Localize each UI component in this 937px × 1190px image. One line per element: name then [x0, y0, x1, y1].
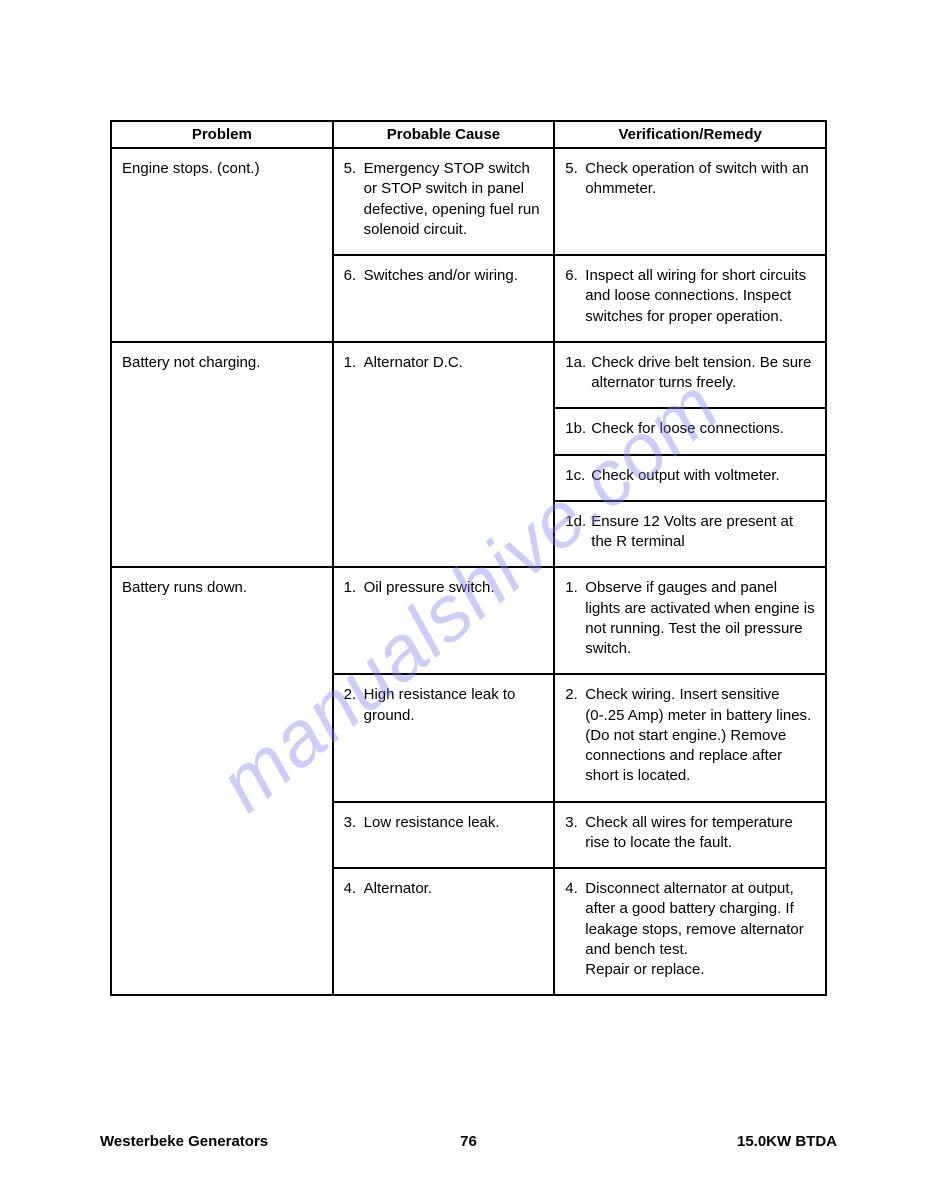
- remedy-cell: 1d. Ensure 12 Volts are present at the R…: [554, 501, 826, 568]
- cause-text: Alternator.: [364, 879, 544, 899]
- cause-num: 1.: [344, 353, 364, 373]
- remedy-cell: 3. Check all wires for temperature rise …: [554, 802, 826, 869]
- remedy-text: Inspect all wiring for short circuits an…: [585, 266, 815, 327]
- remedy-text: Check operation of switch with an ohmmet…: [585, 159, 815, 200]
- problem-cell: Battery runs down.: [111, 567, 333, 995]
- cause-num: 6.: [344, 266, 364, 286]
- cause-cell: 4. Alternator.: [333, 868, 555, 995]
- footer-page-number: 76: [100, 1133, 837, 1150]
- remedy-cell: 1. Observe if gauges and panel lights ar…: [554, 567, 826, 674]
- remedy-num: 2.: [565, 685, 585, 786]
- remedy-num: 1.: [565, 578, 585, 659]
- cause-num: 4.: [344, 879, 364, 899]
- table-row: Engine stops. (cont.) 5. Emergency STOP …: [111, 148, 826, 255]
- cause-text: Low resistance leak.: [364, 813, 544, 833]
- cause-text: Oil pressure switch.: [364, 578, 544, 598]
- cause-text: Switches and/or wiring.: [364, 266, 544, 286]
- cause-text: Alternator D.C.: [364, 353, 544, 373]
- remedy-num: 1b.: [565, 419, 591, 439]
- remedy-cell: 6. Inspect all wiring for short circuits…: [554, 255, 826, 342]
- cause-cell: 6. Switches and/or wiring.: [333, 255, 555, 342]
- remedy-text: Check for loose connections.: [591, 419, 815, 439]
- remedy-text: Observe if gauges and panel lights are a…: [585, 578, 815, 659]
- remedy-text: Check output with voltmeter.: [591, 466, 815, 486]
- remedy-text: Check drive belt tension. Be sure altern…: [591, 353, 815, 394]
- cause-cell: 2. High resistance leak to ground.: [333, 674, 555, 801]
- remedy-cell: 2. Check wiring. Insert sensitive (0-.25…: [554, 674, 826, 801]
- remedy-num: 3.: [565, 813, 585, 854]
- remedy-num: 4.: [565, 879, 585, 980]
- remedy-num: 6.: [565, 266, 585, 327]
- table-row: Battery runs down. 1. Oil pressure switc…: [111, 567, 826, 674]
- cause-cell: 5. Emergency STOP switch or STOP switch …: [333, 148, 555, 255]
- cause-num: 2.: [344, 685, 364, 726]
- cause-num: 3.: [344, 813, 364, 833]
- col-problem: Problem: [111, 121, 333, 148]
- problem-cell: Engine stops. (cont.): [111, 148, 333, 342]
- remedy-num: 1d.: [565, 512, 591, 553]
- cause-cell: 3. Low resistance leak.: [333, 802, 555, 869]
- remedy-cell: 1a. Check drive belt tension. Be sure al…: [554, 342, 826, 409]
- col-remedy: Verification/Remedy: [554, 121, 826, 148]
- cause-cell: 1. Oil pressure switch.: [333, 567, 555, 674]
- remedy-cell: 1c. Check output with voltmeter.: [554, 455, 826, 501]
- table-header-row: Problem Probable Cause Verification/Reme…: [111, 121, 826, 148]
- page-footer: Westerbeke Generators 76 15.0KW BTDA: [100, 1133, 837, 1150]
- remedy-text: Ensure 12 Volts are present at the R ter…: [591, 512, 815, 553]
- remedy-cell: 5. Check operation of switch with an ohm…: [554, 148, 826, 255]
- remedy-num: 1c.: [565, 466, 591, 486]
- cause-cell: 1. Alternator D.C.: [333, 342, 555, 568]
- remedy-cell: 4. Disconnect alternator at output, afte…: [554, 868, 826, 995]
- troubleshoot-table: Problem Probable Cause Verification/Reme…: [110, 120, 827, 996]
- remedy-text: Check wiring. Insert sensitive (0-.25 Am…: [585, 685, 815, 786]
- remedy-cell: 1b. Check for loose connections.: [554, 408, 826, 454]
- cause-text: Emergency STOP switch or STOP switch in …: [364, 159, 544, 240]
- remedy-text: Check all wires for temperature rise to …: [585, 813, 815, 854]
- problem-cell: Battery not charging.: [111, 342, 333, 568]
- table-row: Battery not charging. 1. Alternator D.C.…: [111, 342, 826, 409]
- remedy-num: 1a.: [565, 353, 591, 394]
- remedy-text: Disconnect alternator at output, after a…: [585, 879, 815, 980]
- cause-text: High resistance leak to ground.: [364, 685, 544, 726]
- col-cause: Probable Cause: [333, 121, 555, 148]
- remedy-num: 5.: [565, 159, 585, 200]
- cause-num: 5.: [344, 159, 364, 240]
- cause-num: 1.: [344, 578, 364, 598]
